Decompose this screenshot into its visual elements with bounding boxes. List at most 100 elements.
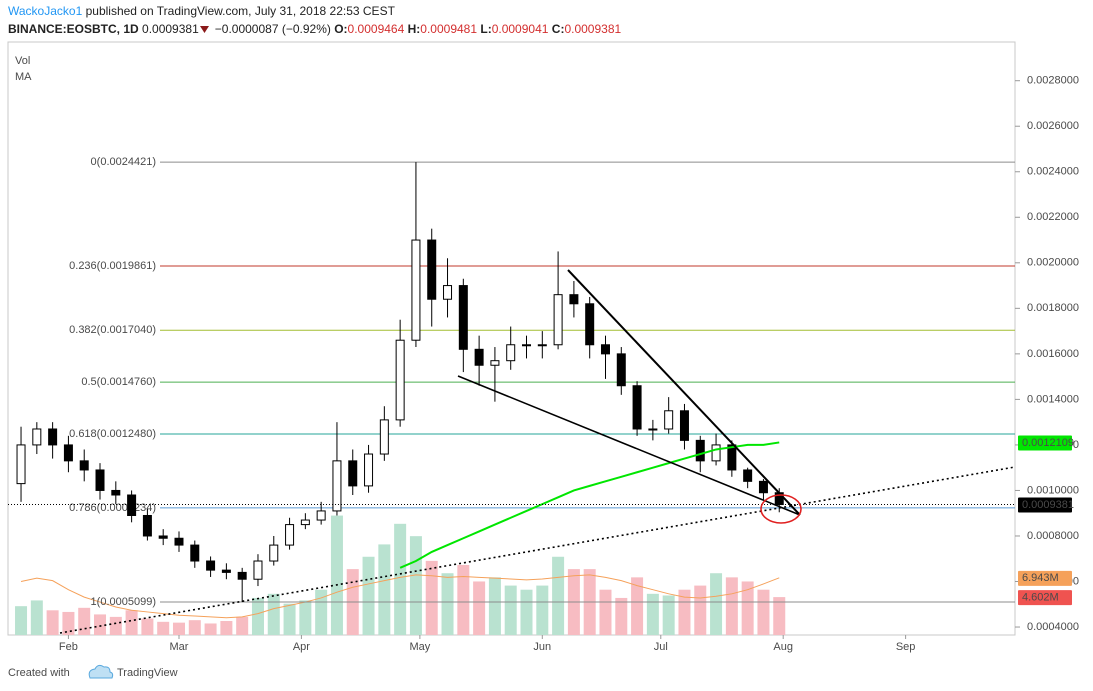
axis-badge (1018, 497, 1072, 513)
candle-body (727, 444, 737, 471)
author[interactable]: WackoJacko1 (8, 4, 83, 18)
candle-body (522, 344, 532, 347)
y-tick-label: 0.0028000 (1027, 75, 1079, 87)
x-tick-label: May (409, 641, 430, 653)
footer-brand[interactable]: TradingView (117, 667, 178, 679)
y-tick-label: 0.0026000 (1027, 120, 1079, 132)
candle-body (348, 460, 358, 487)
candle-body (664, 410, 674, 430)
volume-bar (615, 597, 628, 635)
candle-body (142, 514, 152, 537)
candle-body (506, 344, 516, 362)
candle-body (758, 480, 768, 494)
x-tick-label: Aug (773, 641, 793, 653)
volume-bar (488, 577, 501, 635)
y-tick-label: 0.0014000 (1027, 393, 1079, 405)
volume-bar (267, 593, 280, 635)
y-tick-label: 0.0016000 (1027, 348, 1079, 360)
volume-bar (694, 585, 707, 635)
axis-badge (1018, 435, 1072, 451)
axis-badge-label: 0.0012109 (1022, 437, 1074, 449)
volume-bar (78, 607, 91, 635)
symbol-line: BINANCE:EOSBTC, 1D 0.0009381 −0.0000087 (… (8, 22, 622, 36)
trend-line (567, 269, 801, 516)
volume-bar (425, 560, 438, 635)
volume-bar (172, 622, 185, 635)
candle-body (32, 428, 42, 446)
volume-bar (662, 595, 675, 635)
axis-badge-label: 0.0009381 (1022, 499, 1074, 511)
down-arrow (200, 26, 209, 33)
candle-body (632, 385, 642, 430)
ohlc-label: O: (334, 22, 347, 36)
volume-bar (678, 589, 691, 635)
candle-body (569, 294, 579, 305)
candle-body (443, 285, 453, 300)
fib-label: 0.618(0.0012480) (69, 428, 156, 440)
volume-bar (473, 581, 486, 635)
candle-body (79, 460, 89, 471)
x-tick-label: Feb (59, 641, 78, 653)
volume-bar (725, 577, 738, 635)
candle-body (111, 489, 121, 496)
x-tick-label: Mar (170, 641, 189, 653)
volume-bar (457, 564, 470, 635)
y-tick-label: 0.0020000 (1027, 257, 1079, 269)
candle-body (411, 239, 421, 341)
candle-body (711, 444, 721, 462)
ohlc-value: 0.0009041 (492, 22, 549, 36)
candle-body (648, 428, 658, 431)
candle-body (206, 560, 216, 571)
price-change: −0.0000087 (−0.92%) (215, 22, 331, 36)
volume-bar (409, 536, 422, 635)
y-tick-label: 0.0004000 (1027, 621, 1079, 633)
candle-body (95, 469, 105, 491)
volume-bar (520, 589, 533, 635)
axis-badge-label: 4.602M (1022, 592, 1059, 604)
volume-bar (330, 515, 343, 635)
candle-body (269, 544, 279, 562)
volume-bar (236, 616, 249, 635)
volume-bar (773, 597, 786, 635)
candle-body (253, 560, 263, 580)
volume-bar (94, 614, 107, 635)
volume-bar (220, 620, 233, 635)
candle-body (395, 339, 405, 421)
trend-line (457, 375, 801, 516)
candle-body (616, 353, 626, 387)
axis-badge (1018, 570, 1072, 586)
candle-body (490, 360, 500, 366)
axis-badge (1018, 590, 1072, 606)
fib-label: 0.382(0.0017040) (69, 324, 156, 336)
volume-bar (646, 593, 659, 635)
volume-bar (599, 589, 612, 635)
header-line: WackoJacko1 published on TradingView.com… (8, 4, 396, 18)
x-tick-label: Jul (654, 641, 668, 653)
candle-body (585, 303, 595, 346)
fib-label: 0.236(0.0019861) (69, 260, 156, 272)
candle-body (285, 524, 295, 546)
candle-body (237, 571, 247, 580)
symbol: BINANCE:EOSBTC, 1D (8, 22, 139, 36)
last-price: 0.0009381 (142, 22, 199, 36)
candle-body (695, 439, 705, 462)
candle-body (63, 444, 73, 462)
volume-bar (710, 573, 723, 635)
x-tick-label: Sep (896, 641, 916, 653)
trend-line (59, 466, 1016, 634)
candle-body (332, 460, 342, 512)
volume-bar (299, 600, 312, 635)
logo (88, 664, 114, 679)
volume-bar (741, 581, 754, 635)
candle-body (158, 535, 168, 539)
candle-body (174, 537, 184, 546)
volume-bar (188, 620, 201, 635)
candle-body (379, 419, 389, 455)
ohlc-label: H: (408, 22, 421, 36)
candle-body (743, 469, 753, 482)
candle-body (427, 239, 437, 300)
candle-body (458, 285, 468, 350)
ohlc-label: L: (480, 22, 491, 36)
volume-bar (109, 616, 122, 635)
fib-label: 1(0.0005099) (91, 596, 156, 608)
